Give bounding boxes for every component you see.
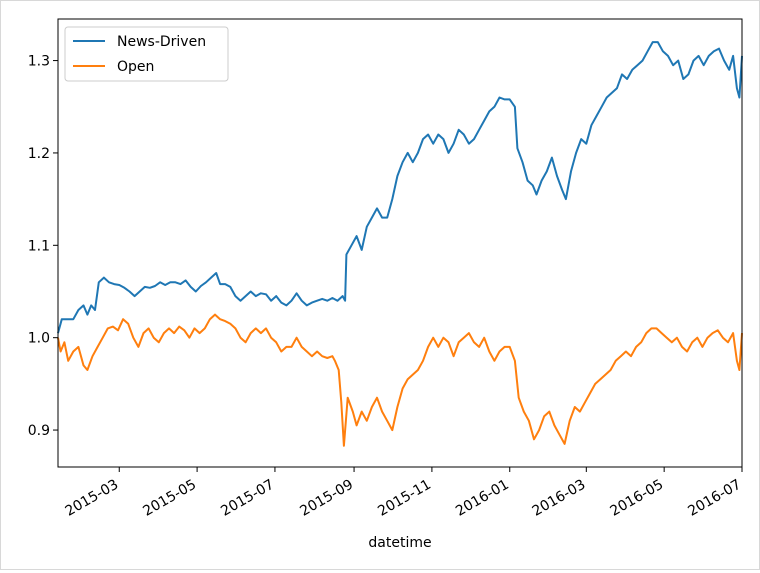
y-tick-label: 1.3 <box>28 54 50 70</box>
y-tick-label: 1.1 <box>28 238 50 254</box>
plot-lines <box>57 41 743 447</box>
x-tick-label: 2016-03 <box>530 477 589 520</box>
x-axis-label: datetime <box>368 535 431 551</box>
y-axis: 0.9 1.0 1.1 1.2 1.3 <box>28 54 58 439</box>
legend-box <box>64 26 229 82</box>
x-axis: 2015-03 2015-05 2015-07 2015-09 2015-11 2016-… <box>63 467 744 520</box>
x-tick-label: 2015-09 <box>297 477 356 520</box>
x-tick-label: 2016-07 <box>685 477 744 520</box>
legend-label-open: Open <box>117 59 154 75</box>
plot-area-border <box>57 18 743 468</box>
series-line-news-driven <box>57 41 743 334</box>
x-tick-label: 2015-11 <box>375 477 434 520</box>
series-line-open <box>57 313 743 447</box>
y-tick-label: 0.9 <box>28 423 50 439</box>
x-tick-label: 2016-05 <box>607 477 666 520</box>
legend: News-Driven Open <box>64 26 229 82</box>
y-tick-label: 1.2 <box>28 146 50 162</box>
x-tick-label: 2015-03 <box>63 477 122 520</box>
legend-label-news-driven: News-Driven <box>117 34 206 50</box>
x-tick-label: 2015-05 <box>140 477 199 520</box>
x-tick-label: 2015-07 <box>218 477 277 520</box>
x-tick-label: 2016-01 <box>453 477 512 520</box>
y-tick-label: 1.0 <box>28 331 50 347</box>
